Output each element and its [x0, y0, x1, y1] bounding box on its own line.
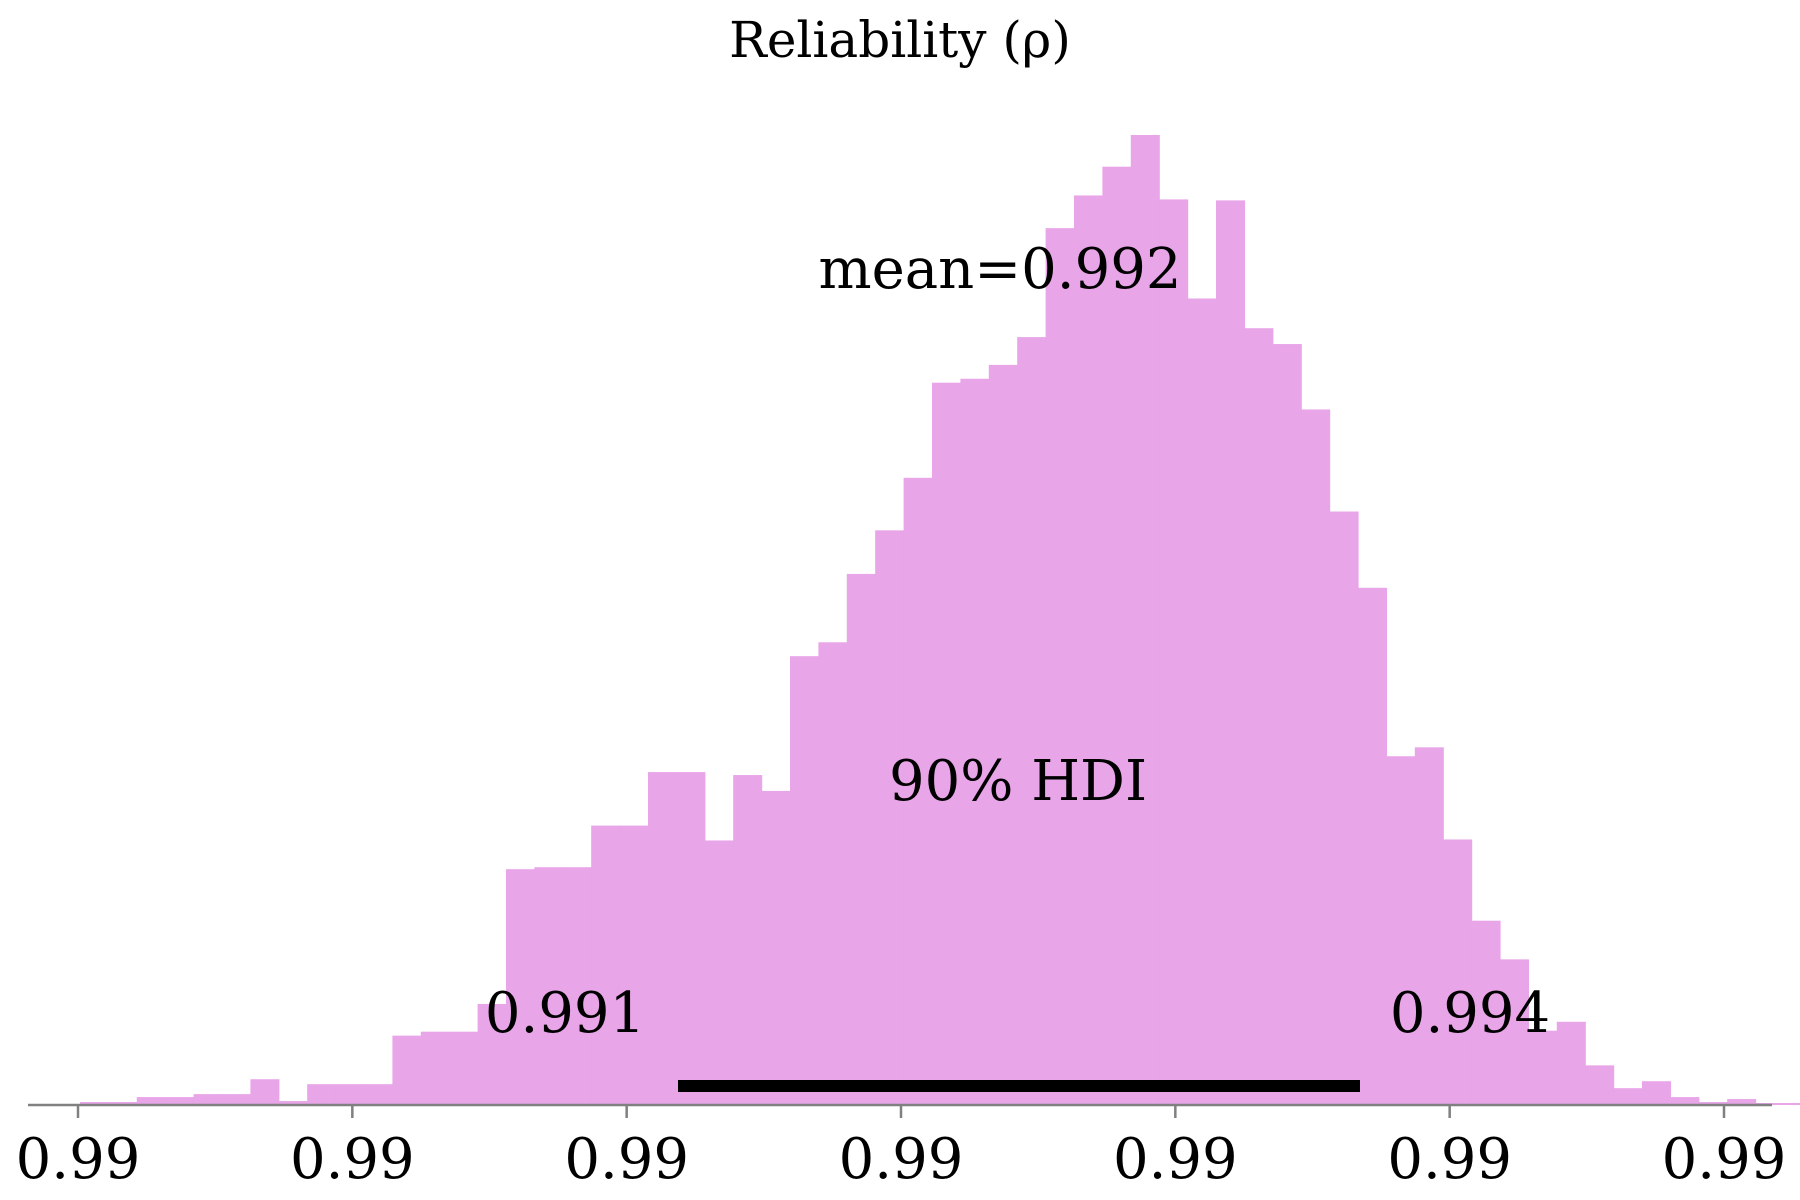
histogram-bin [506, 869, 535, 1105]
histogram-bin [1698, 1102, 1728, 1105]
histogram-bin [988, 364, 1018, 1106]
histogram-bin [1216, 200, 1245, 1106]
histogram-bin [165, 1097, 195, 1105]
histogram-bin [222, 1094, 251, 1105]
x-tick-label: 0.99 [564, 1127, 689, 1192]
histogram-bin [790, 656, 819, 1105]
histogram-bin [648, 772, 677, 1105]
hdi-low-label: 0.991 [485, 981, 645, 1046]
histogram-bin [307, 1084, 337, 1105]
x-tick-label: 0.99 [1387, 1127, 1512, 1192]
histogram-bars [80, 135, 1800, 1106]
histogram-bin [591, 825, 621, 1105]
chart-title: Reliability (ρ) [729, 11, 1071, 69]
histogram-bin [1556, 1021, 1586, 1105]
histogram-bin [1642, 1081, 1671, 1105]
histogram-bin [1585, 1065, 1615, 1105]
histogram-bin [676, 772, 706, 1105]
histogram-bin [1102, 166, 1132, 1106]
histogram-bin [193, 1094, 223, 1105]
histogram-bin [392, 1035, 422, 1105]
histogram-bin [1443, 839, 1473, 1105]
histogram-bin [1301, 409, 1331, 1106]
histogram-bin [250, 1079, 280, 1105]
histogram-bin [932, 382, 961, 1105]
histogram-bin [80, 1102, 109, 1105]
histogram-bin [1727, 1099, 1757, 1105]
histogram-bin [733, 775, 763, 1105]
x-tick-label: 0.99 [839, 1127, 964, 1192]
hdi-label: 90% HDI [889, 749, 1147, 814]
histogram-bin [1670, 1097, 1700, 1105]
histogram-bin [619, 825, 649, 1105]
histogram-bin [818, 642, 848, 1105]
histogram-bin [1187, 298, 1217, 1105]
histogram-bin [1528, 1030, 1558, 1105]
histogram-bin [1159, 199, 1189, 1105]
histogram-bin [704, 840, 734, 1105]
x-tick-label: 0.99 [1113, 1127, 1238, 1192]
hdi-high-label: 0.994 [1390, 981, 1550, 1046]
histogram-bin [1500, 959, 1529, 1105]
histogram-bin [1414, 747, 1444, 1105]
histogram-bin [1272, 344, 1302, 1105]
histogram-bin [1613, 1088, 1643, 1105]
histogram-bin [1045, 228, 1075, 1105]
histogram-bin [364, 1084, 393, 1105]
histogram-bin [761, 790, 791, 1105]
histogram-bin [1784, 1103, 1800, 1105]
x-tick-label: 0.99 [16, 1127, 141, 1192]
histogram-bin [960, 378, 990, 1105]
mean-label: mean=0.992 [819, 237, 1182, 302]
histogram-bin [846, 573, 876, 1105]
histogram-bin [1358, 587, 1387, 1105]
histogram-bin [562, 867, 592, 1105]
histogram-bin [875, 530, 905, 1105]
histogram-bin [1074, 195, 1103, 1106]
histogram-bin [477, 1003, 507, 1105]
histogram-bin [420, 1031, 450, 1105]
histogram-bin [1244, 328, 1274, 1105]
histogram-bin [1130, 135, 1160, 1105]
histogram-bin [108, 1102, 138, 1105]
x-tick-label: 0.99 [290, 1127, 415, 1192]
histogram-bin [136, 1097, 166, 1105]
histogram-bin [278, 1101, 308, 1105]
histogram-bin [903, 477, 933, 1105]
histogram-bin [449, 1031, 479, 1105]
x-tick-label: 0.99 [1662, 1127, 1787, 1192]
histogram-bin [1017, 337, 1047, 1105]
x-axis-ticks: 0.99 0.99 0.99 0.99 0.99 0.99 0.99 [16, 1105, 1787, 1192]
histogram-bin [1471, 920, 1501, 1105]
histogram-bin [1329, 511, 1359, 1105]
histogram-bin [335, 1084, 365, 1105]
histogram-bin [534, 867, 564, 1105]
histogram-bin [1386, 756, 1416, 1105]
